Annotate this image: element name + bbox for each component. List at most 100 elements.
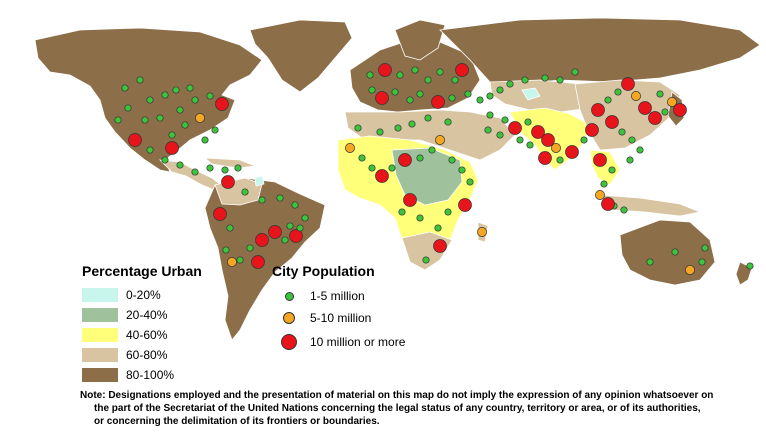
city-marker bbox=[161, 156, 169, 164]
east-asia-region bbox=[574, 79, 681, 151]
population-legend-item: 10 million or more bbox=[276, 333, 405, 351]
greenland-region bbox=[249, 19, 353, 93]
city-marker bbox=[521, 76, 529, 84]
city-marker bbox=[408, 120, 416, 128]
city-markers bbox=[114, 63, 754, 275]
city-marker bbox=[631, 91, 641, 101]
city-marker bbox=[656, 90, 664, 98]
city-marker bbox=[541, 74, 549, 82]
city-marker bbox=[215, 97, 229, 111]
city-marker bbox=[128, 133, 142, 147]
population-marker bbox=[283, 312, 295, 324]
urban-legend-label: 60-80% bbox=[126, 348, 168, 362]
urban-legend-item: 20-40% bbox=[82, 308, 167, 322]
city-marker bbox=[398, 153, 412, 167]
city-marker bbox=[434, 224, 442, 232]
urban-legend-item: 0-20% bbox=[82, 288, 161, 302]
city-marker bbox=[601, 197, 615, 211]
city-marker bbox=[476, 96, 484, 104]
scandinavia-region bbox=[394, 19, 446, 61]
urban-swatch bbox=[82, 348, 118, 362]
city-marker bbox=[614, 88, 622, 96]
population-legend-label: 5-10 million bbox=[310, 311, 372, 325]
russia-region bbox=[439, 17, 761, 85]
city-marker bbox=[501, 116, 509, 124]
city-marker bbox=[538, 151, 552, 165]
city-marker bbox=[301, 214, 309, 222]
urban-swatch bbox=[82, 368, 118, 382]
city-marker bbox=[191, 168, 199, 176]
city-marker bbox=[398, 208, 406, 216]
city-marker bbox=[608, 166, 616, 174]
urban-swatch bbox=[82, 308, 118, 322]
city-marker bbox=[604, 96, 612, 104]
population-legend-item: 1-5 million bbox=[276, 287, 365, 305]
city-marker bbox=[661, 108, 669, 116]
city-marker bbox=[375, 91, 389, 105]
city-marker bbox=[484, 126, 492, 134]
city-marker bbox=[424, 114, 432, 122]
city-marker bbox=[368, 164, 376, 172]
city-marker bbox=[455, 63, 469, 77]
city-marker bbox=[464, 90, 472, 98]
city-marker bbox=[165, 141, 179, 155]
city-marker bbox=[620, 206, 628, 214]
city-marker bbox=[172, 86, 180, 94]
city-marker bbox=[448, 94, 456, 102]
city-marker bbox=[626, 156, 634, 164]
population-marker bbox=[284, 291, 294, 301]
circle-icon bbox=[276, 291, 302, 301]
city-marker bbox=[403, 193, 417, 207]
city-marker bbox=[436, 68, 444, 76]
city-marker bbox=[124, 104, 132, 112]
city-marker bbox=[433, 239, 447, 253]
city-marker bbox=[565, 145, 579, 159]
city-marker bbox=[121, 84, 129, 92]
city-marker bbox=[444, 208, 452, 216]
city-marker bbox=[368, 86, 376, 94]
city-marker bbox=[621, 77, 635, 91]
city-marker bbox=[571, 68, 579, 76]
city-marker bbox=[394, 124, 402, 132]
city-marker bbox=[286, 222, 294, 230]
city-marker bbox=[605, 115, 619, 129]
city-marker bbox=[176, 106, 184, 114]
city-marker bbox=[531, 125, 545, 139]
urban-legend-title: Percentage Urban bbox=[82, 263, 202, 279]
city-marker bbox=[291, 201, 299, 209]
population-marker bbox=[281, 334, 297, 350]
city-marker bbox=[168, 131, 176, 139]
city-marker bbox=[486, 92, 494, 100]
population-legend-label: 1-5 million bbox=[310, 289, 365, 303]
city-marker bbox=[424, 76, 432, 84]
city-marker bbox=[593, 153, 607, 167]
city-marker bbox=[477, 227, 487, 237]
city-marker bbox=[296, 224, 304, 232]
city-marker bbox=[636, 146, 644, 154]
city-marker bbox=[234, 164, 242, 172]
city-marker bbox=[146, 96, 154, 104]
city-marker bbox=[181, 121, 189, 129]
city-marker bbox=[201, 136, 209, 144]
city-marker bbox=[213, 207, 227, 221]
urban-swatch bbox=[82, 288, 118, 302]
city-marker bbox=[156, 114, 164, 122]
circle-icon bbox=[276, 312, 302, 324]
note-line-1: Note: Designations employed and the pres… bbox=[80, 390, 714, 401]
australia-region bbox=[619, 219, 716, 286]
population-legend-title: City Population bbox=[272, 263, 375, 279]
city-marker bbox=[416, 90, 424, 98]
city-marker bbox=[268, 225, 282, 239]
city-marker bbox=[448, 156, 456, 164]
city-marker bbox=[375, 169, 389, 183]
urban-legend-label: 40-60% bbox=[126, 328, 168, 342]
city-marker bbox=[435, 135, 445, 145]
city-marker bbox=[206, 164, 214, 172]
city-marker bbox=[211, 126, 219, 134]
city-marker bbox=[289, 229, 303, 243]
city-marker bbox=[431, 95, 445, 109]
city-marker bbox=[746, 262, 754, 270]
low-urban-region-sa bbox=[254, 175, 265, 187]
city-marker bbox=[396, 71, 404, 79]
city-marker bbox=[685, 265, 695, 275]
